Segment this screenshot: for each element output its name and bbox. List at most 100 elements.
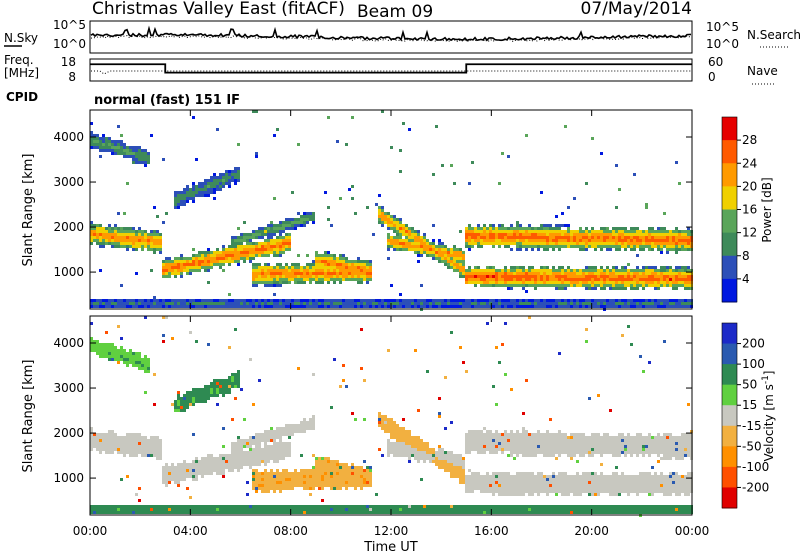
power-cell	[321, 302, 324, 305]
power-cell	[579, 269, 582, 272]
power-cell	[672, 299, 675, 302]
power-cell	[234, 299, 237, 302]
velocity-cell	[93, 505, 96, 508]
power-cell	[666, 284, 669, 287]
power-cell	[549, 233, 552, 236]
power-cell	[174, 197, 177, 200]
velocity-cell	[195, 511, 198, 514]
power-cell	[309, 266, 312, 269]
power-cell	[195, 185, 198, 188]
power-cell	[489, 266, 492, 269]
power-cell	[189, 260, 192, 263]
power-cell	[138, 299, 141, 302]
power-cell	[234, 254, 237, 257]
power-cell	[474, 236, 477, 239]
velocity-cell	[297, 511, 300, 514]
power-cell	[522, 245, 525, 248]
velocity-cell	[366, 511, 369, 514]
velocity-cell	[228, 346, 231, 349]
power-cell	[225, 182, 228, 185]
power-cell	[606, 233, 609, 236]
power-cell	[222, 173, 225, 176]
power-cell	[423, 236, 426, 239]
power-cell	[117, 299, 120, 302]
velocity-cell	[267, 436, 270, 439]
power-cell	[306, 305, 309, 308]
velocity-cell	[333, 487, 336, 490]
power-cell	[684, 302, 687, 305]
velocity-cell	[432, 511, 435, 514]
power-cell	[378, 215, 381, 218]
velocity-cell	[357, 508, 360, 511]
velocity-cell	[147, 364, 150, 367]
power-cell	[606, 302, 609, 305]
power-cell	[300, 278, 303, 281]
power-cell	[207, 185, 210, 188]
power-cell	[291, 305, 294, 308]
colorbar-swatch	[722, 255, 737, 280]
power-cell	[603, 272, 606, 275]
power-cell	[606, 236, 609, 239]
power-cell	[207, 260, 210, 263]
velocity-cell	[216, 511, 219, 514]
velocity-cell	[282, 505, 285, 508]
velocity-cell	[201, 400, 204, 403]
power-cell	[687, 278, 690, 281]
power-cell	[291, 221, 294, 224]
velocity-cell	[333, 460, 336, 463]
power-cell	[459, 230, 462, 233]
power-cell	[387, 215, 390, 218]
power-cell	[594, 278, 597, 281]
velocity-cell	[117, 442, 120, 445]
power-cell	[303, 275, 306, 278]
power-cell	[645, 281, 648, 284]
power-cell	[534, 239, 537, 242]
power-cell	[639, 269, 642, 272]
velocity-cell	[204, 466, 207, 469]
power-cell	[657, 281, 660, 284]
power-cell	[303, 299, 306, 302]
velocity-cell	[402, 451, 405, 454]
power-cell	[579, 239, 582, 242]
power-cell	[90, 140, 93, 143]
velocity-cell	[201, 472, 204, 475]
power-cell	[201, 263, 204, 266]
power-cell	[423, 302, 426, 305]
velocity-cell	[129, 433, 132, 436]
power-cell	[519, 266, 522, 269]
power-cell	[300, 272, 303, 275]
power-cell	[588, 269, 591, 272]
freq-label-1: Freq.	[4, 53, 34, 67]
power-cell	[453, 182, 456, 185]
power-cell	[636, 281, 639, 284]
noise-search-trace	[90, 34, 692, 43]
velocity-cell	[351, 511, 354, 514]
power-cell	[600, 245, 603, 248]
velocity-cell	[333, 511, 336, 514]
velocity-cell	[216, 508, 219, 511]
velocity-cell	[126, 508, 129, 511]
power-cell	[342, 302, 345, 305]
velocity-cell	[219, 460, 222, 463]
velocity-cell	[417, 508, 420, 511]
velocity-cell	[468, 490, 471, 493]
power-cell	[432, 248, 435, 251]
power-cell	[204, 269, 207, 272]
power-cell	[276, 242, 279, 245]
power-cell	[276, 230, 279, 233]
power-cell	[114, 245, 117, 248]
power-cell	[495, 269, 498, 272]
power-cell	[276, 254, 279, 257]
power-cell	[684, 236, 687, 239]
power-cell	[246, 242, 249, 245]
power-cell	[378, 305, 381, 308]
velocity-cell	[408, 445, 411, 448]
power-cell	[519, 275, 522, 278]
power-cell	[276, 299, 279, 302]
power-cell	[606, 227, 609, 230]
power-cell	[531, 248, 534, 251]
velocity-cell	[162, 481, 165, 484]
power-cell	[615, 281, 618, 284]
power-cell	[165, 260, 168, 263]
power-cell	[534, 230, 537, 233]
